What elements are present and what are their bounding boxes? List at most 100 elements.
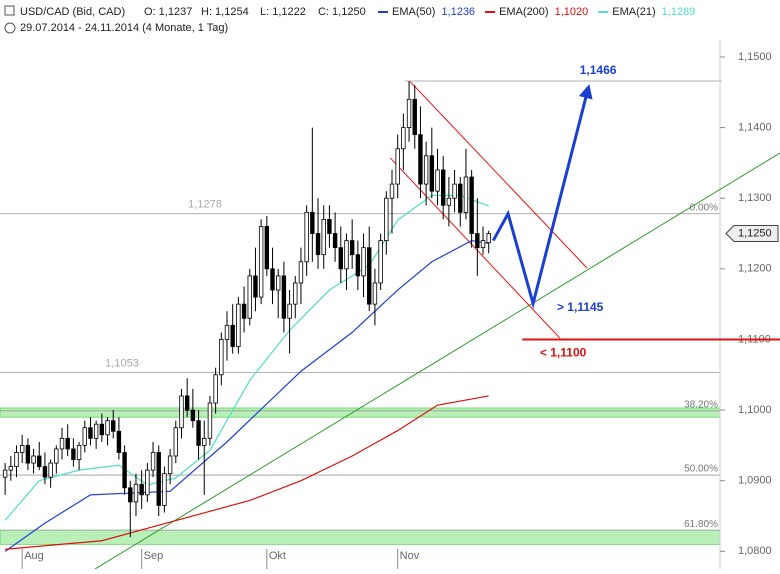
candle-body: [281, 275, 287, 319]
candle-body: [173, 427, 178, 457]
arrow-head: [579, 84, 593, 100]
period: 29.07.2014 - 24.11.2014 (4 Monate, 1 Tag…: [20, 22, 228, 34]
candle-body: [276, 275, 281, 291]
x-tick-label: Okt: [269, 550, 286, 562]
candle-body: [440, 169, 446, 206]
y-tick-label: 1,1400: [738, 121, 772, 133]
price-tag-label: 1,1250: [738, 227, 772, 239]
candle-body: [247, 275, 252, 319]
candle-body: [19, 445, 25, 453]
candle-body: [315, 233, 321, 256]
candle-body: [122, 452, 127, 489]
price-tag: [725, 225, 779, 243]
candle-body: [190, 409, 196, 422]
ema-line: [4, 194, 489, 521]
ema-line: [5, 395, 489, 550]
legend-value: 1,1020: [555, 6, 589, 18]
header: USD/CAD (Bid, CAD) O: 1,1237 H: 1,1254 L…: [4, 5, 366, 34]
symbol: USD/CAD (Bid, CAD): [20, 6, 125, 18]
candle-body: [207, 402, 213, 439]
candle-body: [384, 197, 389, 241]
candle-body: [156, 452, 161, 506]
candle-body: [429, 155, 435, 192]
candle-body: [367, 247, 372, 305]
candle-body: [475, 233, 480, 249]
candle-body: [99, 423, 105, 436]
candle-body: [344, 240, 349, 270]
candle-body: [196, 420, 201, 446]
legend-value: 1,1236: [441, 6, 475, 18]
candle-body: [423, 155, 429, 185]
y-tick-label: 1,1500: [738, 51, 772, 63]
candle-body: [395, 148, 400, 185]
candle-body: [412, 98, 417, 136]
trendline: [409, 81, 588, 269]
high: H: 1,1254: [201, 6, 249, 18]
candle-body: [162, 473, 167, 506]
target-label: < 1,1100: [540, 346, 587, 360]
candle-body: [14, 452, 19, 467]
fib-label: 50.00%: [684, 464, 718, 475]
legend-value: 1,1289: [662, 6, 696, 18]
candle-body: [253, 275, 258, 298]
trendline: [389, 157, 561, 339]
open: O: 1,1237: [144, 6, 192, 18]
candle-body: [480, 240, 486, 249]
candle-body: [219, 339, 224, 376]
candle-body: [446, 197, 452, 206]
y-tick-label: 1,0800: [738, 545, 772, 557]
candle-body: [167, 455, 173, 475]
low: L: 1,1222: [260, 6, 306, 18]
candle-body: [401, 127, 406, 150]
target-label: > 1,1145: [557, 300, 604, 314]
candle-body: [105, 420, 110, 436]
candle-body: [42, 466, 48, 478]
candle-body: [93, 423, 99, 439]
candle-body: [486, 233, 491, 244]
fib-label: 61.80%: [684, 519, 718, 530]
ema-line: [4, 239, 489, 552]
candle-body: [361, 247, 366, 277]
x-tick-label: Sep: [144, 550, 164, 562]
candle-body: [184, 395, 190, 411]
candle-body: [133, 483, 139, 503]
candle-body: [128, 487, 133, 503]
candle-body: [469, 176, 474, 234]
fib-zone: [0, 529, 721, 545]
legend-name: EMA(50): [392, 6, 435, 18]
symbol-icon: [4, 5, 15, 16]
candle-body: [116, 430, 122, 453]
candle-body: [8, 466, 14, 471]
candle-body: [378, 240, 383, 284]
candle-body: [463, 176, 469, 213]
candle-body: [139, 483, 144, 496]
target-label: 1,1466: [580, 63, 617, 77]
candle-body: [293, 282, 298, 305]
candle-body: [179, 395, 184, 429]
projection-path: [491, 87, 590, 310]
candle-body: [213, 374, 218, 404]
candle-body: [145, 469, 150, 496]
candle-body: [54, 448, 59, 464]
candle-body: [304, 211, 309, 263]
candle-body: [71, 448, 76, 460]
legend-name: EMA(200): [499, 6, 549, 18]
candle-body: [389, 183, 395, 199]
candle-body: [418, 134, 423, 185]
candle-body: [321, 218, 326, 256]
candle-body: [287, 303, 292, 319]
candle-body: [264, 226, 270, 270]
fib-label: 38.20%: [684, 399, 718, 410]
candle-body: [338, 247, 343, 270]
candle-body: [111, 420, 116, 432]
clock-icon: [4, 22, 16, 34]
candle-body: [202, 437, 207, 446]
fib-zone: [0, 407, 721, 418]
level-label: 1,1278: [188, 199, 222, 211]
candle-body: [310, 211, 315, 234]
candle-body: [435, 169, 440, 192]
candle-body: [82, 427, 87, 446]
y-tick-label: 1,1000: [738, 404, 772, 416]
level-label: 1,1053: [105, 358, 139, 370]
